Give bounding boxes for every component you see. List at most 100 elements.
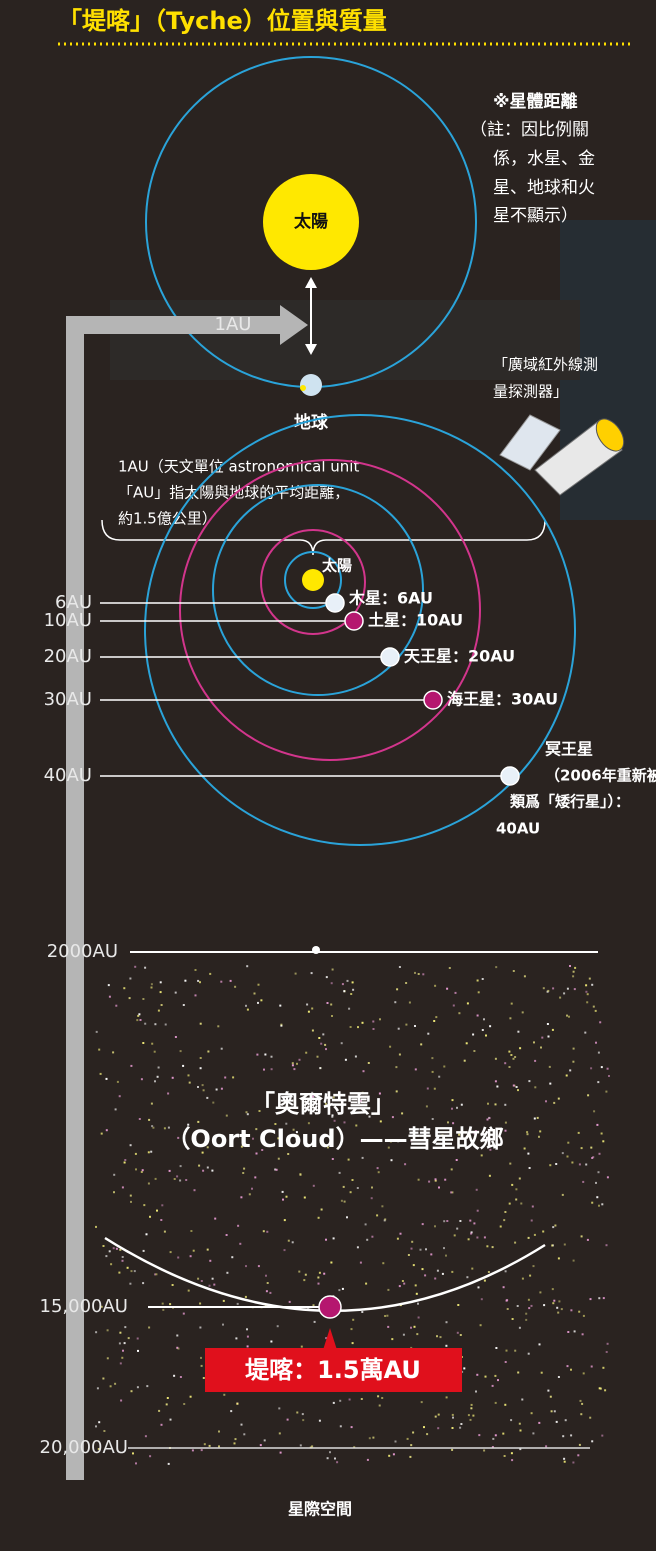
star xyxy=(414,1068,417,1071)
star xyxy=(494,1103,497,1106)
callout-pointer xyxy=(323,1328,337,1350)
star xyxy=(372,1436,375,1439)
star xyxy=(379,1120,382,1123)
oort-subtitle: （Oort Cloud）——彗星故鄉 xyxy=(166,1125,503,1153)
star xyxy=(347,1158,350,1161)
star xyxy=(185,1130,188,1133)
star xyxy=(266,1230,269,1233)
star xyxy=(151,1042,154,1045)
star xyxy=(494,1057,497,1060)
star xyxy=(410,1444,413,1447)
star xyxy=(551,1244,554,1247)
star xyxy=(506,1308,509,1310)
star xyxy=(605,1244,608,1247)
star xyxy=(608,1075,610,1077)
star xyxy=(163,1230,166,1233)
star xyxy=(155,1273,158,1276)
star xyxy=(113,1173,116,1176)
star xyxy=(547,1389,550,1392)
star xyxy=(459,1220,462,1222)
star xyxy=(147,1182,150,1185)
star xyxy=(466,1276,469,1279)
star xyxy=(435,1016,438,1019)
star xyxy=(527,1236,530,1239)
star xyxy=(602,1366,605,1369)
star xyxy=(197,1277,200,1280)
scale-arrowhead xyxy=(280,305,308,345)
star xyxy=(567,1141,570,1144)
star xyxy=(364,1223,367,1226)
star xyxy=(295,1131,298,1134)
star xyxy=(108,1250,111,1253)
star xyxy=(473,1222,476,1225)
star xyxy=(597,1051,600,1054)
star xyxy=(467,1414,470,1417)
star xyxy=(294,972,297,975)
star xyxy=(405,1023,408,1026)
star xyxy=(410,1139,413,1142)
star xyxy=(539,1291,542,1294)
star xyxy=(450,1168,453,1171)
star xyxy=(519,1448,522,1451)
tyche-label: 堤喀：1.5萬AU xyxy=(245,1356,421,1384)
star xyxy=(121,1256,124,1258)
star xyxy=(160,1219,163,1221)
star xyxy=(528,1167,531,1169)
star xyxy=(456,1331,459,1334)
star xyxy=(365,1282,368,1285)
star xyxy=(130,1390,133,1393)
star xyxy=(597,1081,600,1084)
star xyxy=(456,1106,458,1109)
star xyxy=(533,1041,535,1044)
star xyxy=(110,1263,113,1266)
star xyxy=(520,1202,523,1205)
star xyxy=(351,981,354,984)
star xyxy=(118,1342,121,1345)
star xyxy=(349,1191,352,1194)
star xyxy=(283,1219,286,1222)
star xyxy=(138,1013,141,1016)
star xyxy=(503,1219,506,1222)
star xyxy=(466,1002,469,1005)
star xyxy=(392,1453,395,1456)
star xyxy=(509,1162,512,1165)
star xyxy=(470,1232,473,1235)
star xyxy=(142,1249,145,1252)
star xyxy=(467,1238,470,1241)
star xyxy=(199,981,201,984)
star xyxy=(279,1004,282,1007)
star xyxy=(114,1108,117,1111)
star xyxy=(167,1462,170,1465)
star xyxy=(323,1272,326,1275)
star xyxy=(552,1226,555,1229)
star xyxy=(398,1285,401,1288)
star xyxy=(330,982,333,985)
planet-label: 海王星：30AU xyxy=(447,690,558,709)
star xyxy=(226,1271,229,1274)
star xyxy=(460,1103,463,1106)
star xyxy=(159,991,162,994)
star xyxy=(483,1449,486,1452)
earth xyxy=(300,374,322,396)
star xyxy=(192,1249,195,1252)
star xyxy=(301,1413,304,1416)
star xyxy=(350,1328,353,1331)
star xyxy=(334,1457,336,1460)
star xyxy=(438,1075,441,1078)
star xyxy=(410,1247,413,1250)
star xyxy=(151,1125,154,1128)
star xyxy=(257,1001,259,1004)
star xyxy=(420,1043,423,1046)
star xyxy=(424,1274,427,1277)
star xyxy=(352,988,355,991)
star xyxy=(540,1371,543,1374)
star xyxy=(206,1166,209,1169)
star xyxy=(127,1337,130,1340)
star xyxy=(240,1423,243,1426)
star xyxy=(378,1404,381,1407)
star xyxy=(132,1452,134,1455)
star xyxy=(211,1169,214,1172)
star xyxy=(115,1004,118,1007)
star xyxy=(451,1191,454,1194)
star xyxy=(312,1184,315,1187)
